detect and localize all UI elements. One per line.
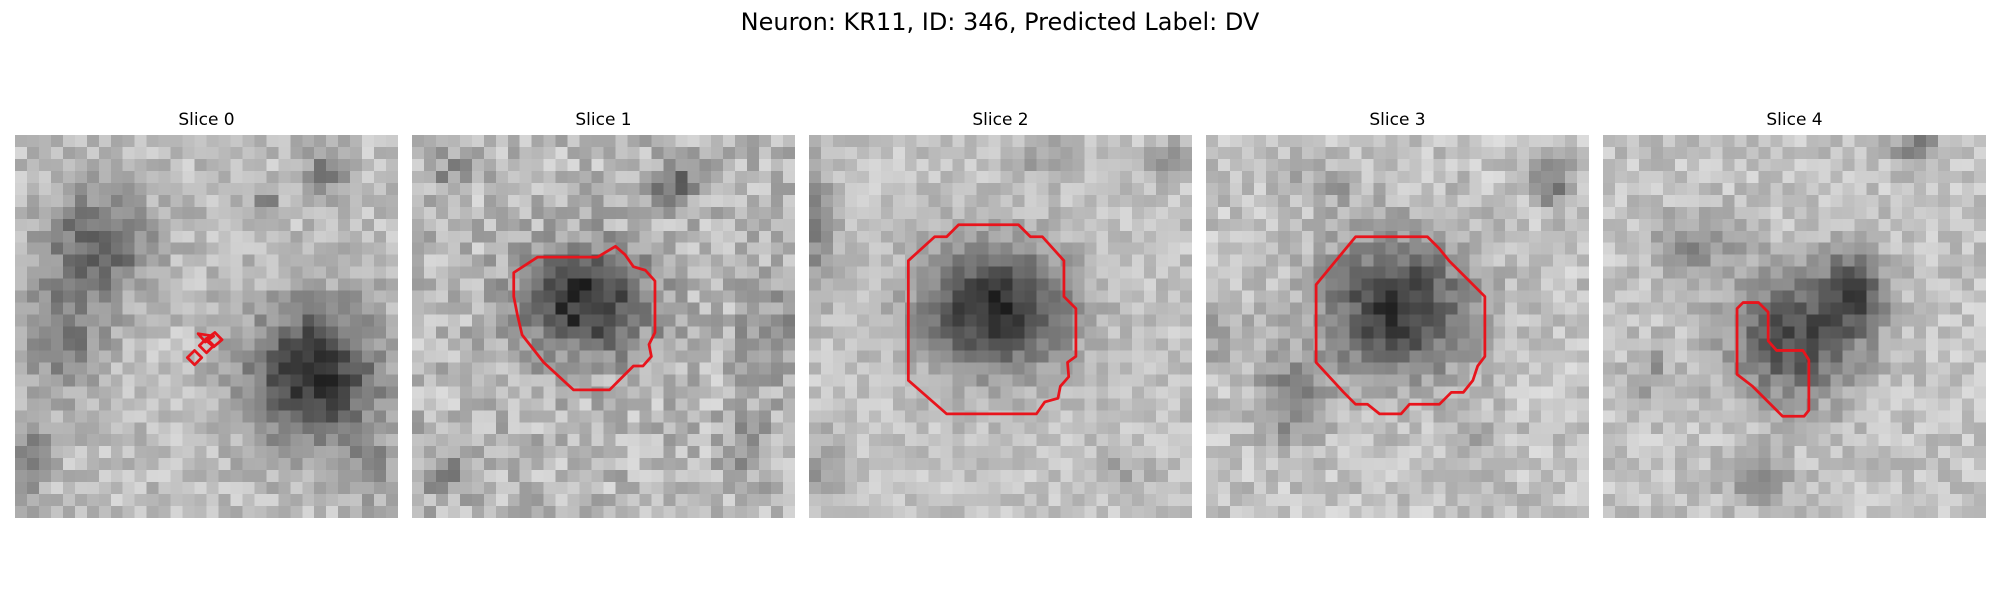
slice-image-0	[15, 135, 398, 518]
slice-image-1	[412, 135, 795, 518]
slice-image-2	[809, 135, 1192, 518]
slice-title-2: Slice 2	[972, 110, 1029, 130]
slice-panel-3: Slice 3	[1206, 108, 1589, 518]
figure-title: Neuron: KR11, ID: 346, Predicted Label: …	[740, 8, 1260, 36]
slice-image-3	[1206, 135, 1589, 518]
roi-contour	[196, 332, 216, 344]
slice-title-1: Slice 1	[575, 110, 632, 130]
slice-title-4: Slice 4	[1766, 110, 1823, 130]
slice-title-0: Slice 0	[178, 110, 235, 130]
roi-contour	[906, 223, 1078, 416]
roi-contour	[1314, 235, 1487, 416]
slice-panel-1: Slice 1	[412, 108, 795, 518]
roi-contour	[197, 337, 216, 355]
slice-title-3: Slice 3	[1369, 110, 1426, 130]
slice-panel-2: Slice 2	[809, 108, 1192, 518]
slice-panel-0: Slice 0	[15, 108, 398, 518]
roi-contour	[512, 244, 657, 392]
slice-image-4	[1603, 135, 1986, 518]
slice-panel-4: Slice 4	[1603, 108, 1986, 518]
roi-contour	[185, 349, 204, 367]
roi-contour	[1735, 301, 1811, 418]
